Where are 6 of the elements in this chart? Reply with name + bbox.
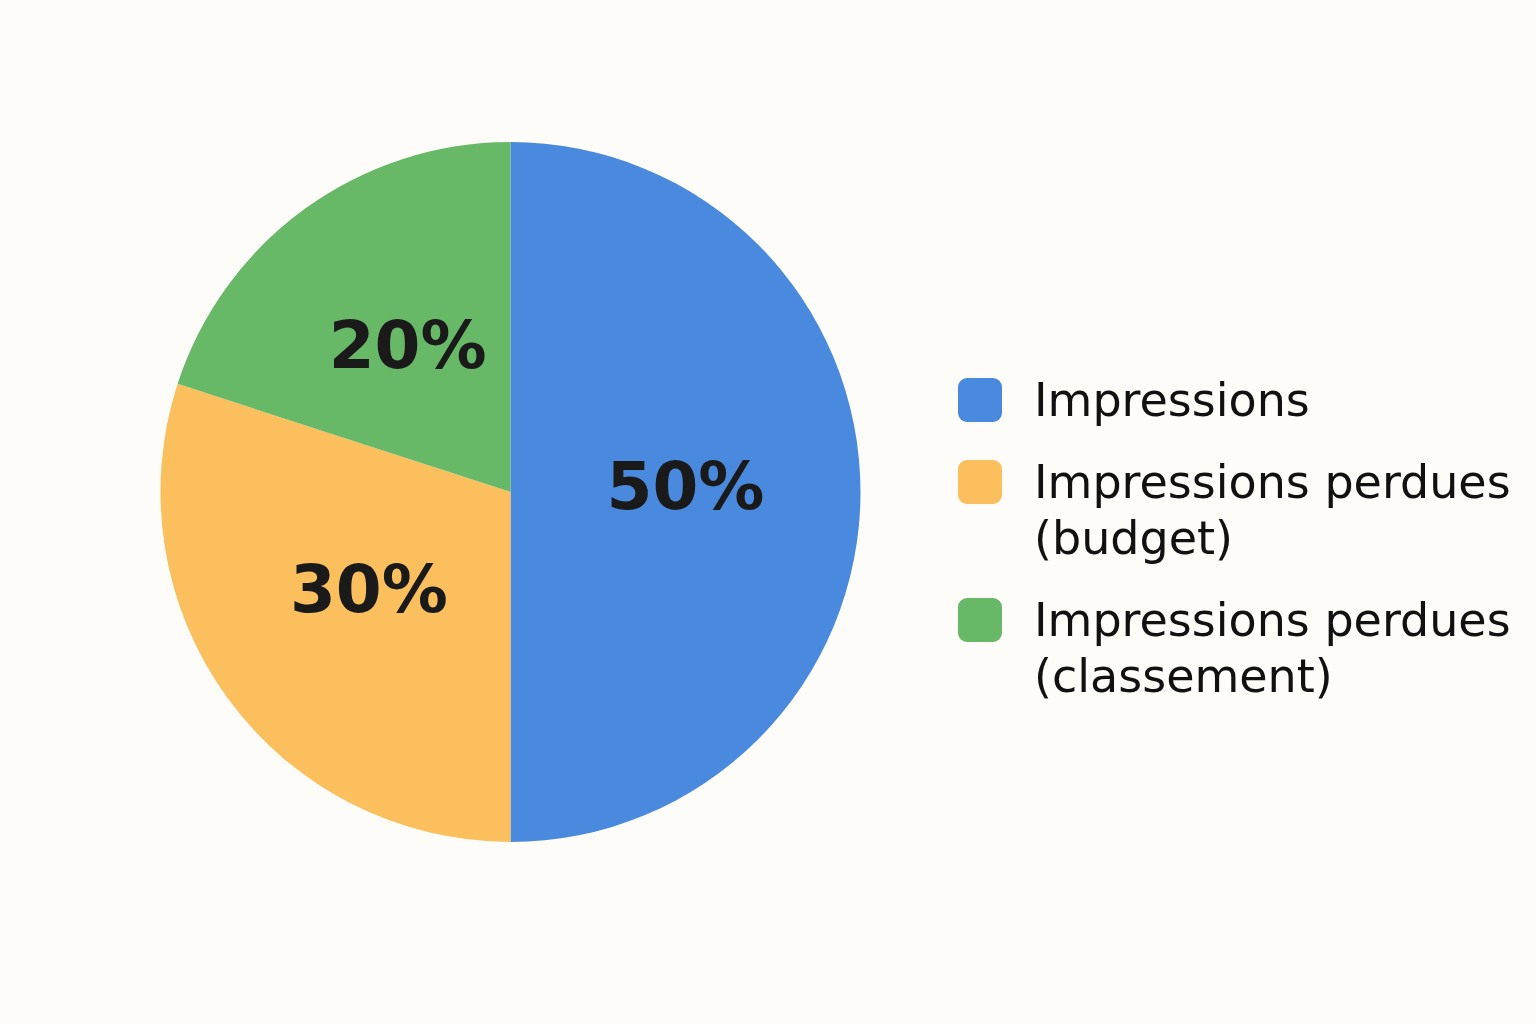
legend-label: Impressions perdues (budget)	[1034, 454, 1512, 566]
legend-label: Impressions	[1034, 372, 1310, 428]
data-label: 30%	[289, 551, 448, 628]
legend-label: Impressions perdues (classement)	[1034, 592, 1512, 704]
data-label: 20%	[328, 306, 487, 384]
data-label: 50%	[606, 448, 765, 526]
